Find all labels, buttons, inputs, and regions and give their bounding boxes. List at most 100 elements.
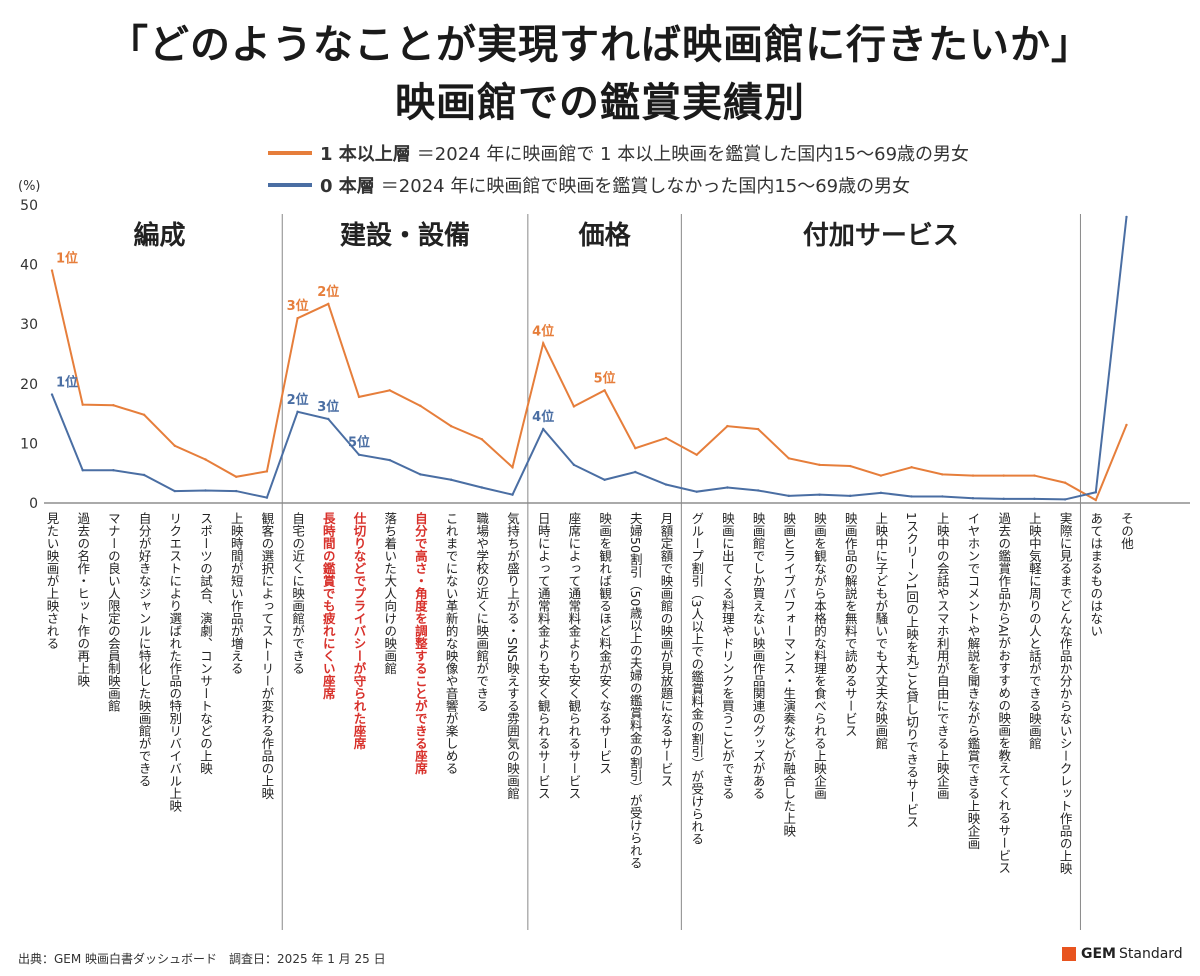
legend-item-0: 0 本層 ＝2024 年に映画館で映画を鑑賞しなかった国内15～69歳の男女 [268,172,910,198]
data-point [265,470,269,473]
x-tick-label: 日時によって通常料金よりも安く観られるサービス [536,512,551,800]
data-point [1125,423,1128,427]
data-point [173,444,176,447]
data-point [787,494,790,498]
data-point [327,302,330,306]
x-tick-label: 月額定額で映画館の映画が見放題になるサービス [659,512,674,787]
x-tick-label: 気持ちが盛り上がる・SNS映えする雰囲気の映画館 [505,511,520,800]
x-tick-label: 1スクリーン1回の上映を丸ごと貸し切りできるサービス [904,512,919,828]
x-tick-label: 長時間の鑑賞でも疲れにくい座席 [321,511,336,700]
data-point [112,469,115,472]
data-point [695,490,698,493]
legend-series-desc: ＝2024 年に映画館で映画を鑑賞しなかった国内15～69歳の男女 [380,176,911,197]
data-point [818,463,821,467]
series-line-0 [51,216,1128,501]
data-point [910,466,913,469]
x-tick-label: 過去の鑑賞作品からAIがおすすめの映画を教えてくれるサービス [996,512,1011,874]
data-point [572,463,576,467]
data-point [1125,215,1128,219]
data-point [634,470,637,474]
series-line-1plus [51,270,1128,502]
logo-standard-text: Standard [1119,946,1183,962]
rank-label: 3位 [287,298,309,314]
data-point [419,404,422,408]
data-point [357,453,361,456]
data-point [664,436,668,440]
rank-label: 5位 [594,370,616,386]
data-point [388,458,391,462]
x-tick-label: 観客の選択によってストーリーが変わる作品の上映 [259,512,274,800]
rank-label: 5位 [348,435,370,451]
data-point [265,496,269,499]
logo-mark-icon [1062,947,1076,961]
group-label: 付加サービス [803,221,959,251]
data-point [480,486,483,489]
rank-label: 4位 [532,323,554,339]
data-point [542,342,545,345]
x-tick-label: イヤホンでコメントや解説を聞きながら鑑賞できる上映企画 [966,512,981,850]
data-point [910,495,913,498]
legend-series-name: 0 本層 [320,176,375,197]
x-tick-label: 自宅の近くに映画館ができる [290,512,305,675]
data-point [511,466,514,469]
data-point [449,478,453,481]
data-point [756,489,760,492]
data-point [879,491,883,495]
y-tick-label: 50 [20,198,38,214]
y-tick-label: 30 [20,317,38,333]
x-tick-label: 実際に見るまでどんな作品か分からないシークレット作品の上映 [1058,511,1073,875]
x-tick-label: 映画作品の解説を無料で読めるサービス [843,512,858,737]
data-point [81,469,84,472]
x-tick-label: 上映中の会話やスマホ利用が自由にできる上映企画 [935,512,950,800]
rank-label: 2位 [287,392,309,408]
data-point [357,395,361,399]
data-point [296,317,299,320]
data-point [1063,498,1067,501]
x-tick-label: 映画に出てくる料理やドリンクを買うことができる [720,512,735,800]
data-point [419,473,422,476]
data-point [235,489,238,493]
data-point [50,269,54,272]
brand-logo: GEM Standard [1062,946,1183,962]
data-point [1033,497,1036,501]
data-point [664,483,668,486]
x-tick-label: その他 [1119,512,1134,550]
data-point [81,403,84,406]
x-tick-label: あてはまるものはない [1088,512,1103,637]
x-tick-label: これまでにない革新的な映像や音響が楽しめる [444,512,459,775]
x-tick-label: 見たい映画が上映される [45,512,60,650]
group-label: 編成 [133,220,185,251]
data-point [941,495,944,498]
x-tick-label: 映画館でしか買えない映画作品関連のグッズがある [751,512,766,800]
data-point [449,424,453,428]
x-tick-label: リクエストにより選ばれた作品の特別リバイバル上映 [167,512,182,813]
data-point [572,405,576,408]
data-point [787,457,790,460]
data-point [971,497,975,500]
x-tick-label: 落ち着いた大人向けの映画館 [382,512,397,675]
chart-title-line1: 「どのようなことが実現すれば映画館に行きたいか」 [108,22,1092,68]
data-point [327,417,330,421]
x-tick-label: 座席によって通常料金よりも安く観られるサービス [566,511,581,800]
data-point [1002,497,1005,501]
x-tick-label: グループ割引（3人以上での鑑賞料金の割引）が受けられる [689,512,704,845]
data-point [879,474,883,477]
y-tick-label: 0 [29,496,38,512]
rank-label: 4位 [532,409,554,425]
data-point [603,478,606,481]
x-tick-label: 自分で高さ・角度を調整することができる座席 [413,511,428,775]
group-label: 価格 [578,220,632,251]
data-point [603,389,606,392]
x-tick-label: 夫婦50割引（50歳以上の夫婦の鑑賞料金の割引）が受けられる [628,512,643,869]
x-tick-label: スポーツの試合、演劇、コンサートなどの上映 [198,512,213,775]
data-point [818,493,821,496]
data-point [1033,474,1036,477]
legend-swatch-blue [268,183,312,187]
data-point [849,494,852,498]
data-point [388,389,391,392]
x-tick-label: 自分が好きなジャンルに特化した映画館ができる [137,512,152,787]
data-point [142,473,146,477]
legend-series-desc: ＝2024 年に映画館で 1 本以上映画を鑑賞した国内15～69歳の男女 [416,144,970,165]
data-point [941,473,944,476]
